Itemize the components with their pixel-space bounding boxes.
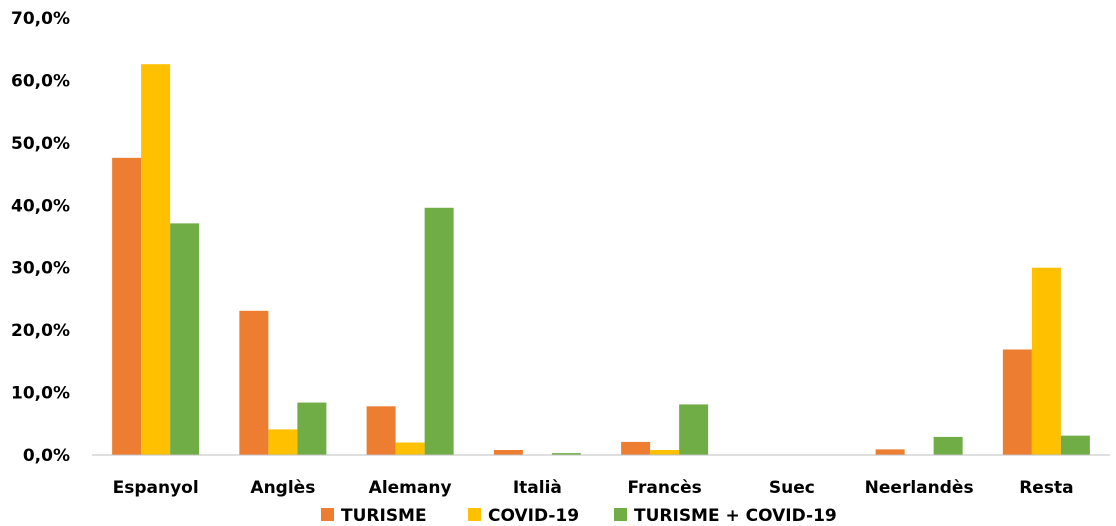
bar-area — [112, 64, 1090, 455]
legend-swatch — [468, 508, 481, 521]
x-tick-label: Anglès — [250, 478, 315, 498]
bar-turisme-covid-19-2 — [424, 207, 454, 455]
bar-turisme-3 — [493, 450, 523, 455]
bar-covid-19-2 — [395, 442, 425, 455]
y-tick-label: 70,0% — [11, 9, 70, 29]
y-axis: 0,0% 10,0% 20,0% 30,0% 40,0% 50,0% 60,0% 70,0% — [11, 9, 70, 466]
bar-turisme-covid-19-4 — [679, 404, 709, 455]
bar-covid-19-7 — [1031, 267, 1061, 455]
bar-turisme-2 — [366, 406, 396, 455]
bar-turisme-covid-19-0 — [170, 223, 200, 455]
x-tick-label: Italià — [513, 478, 562, 498]
legend-label: TURISME + COVID-19 — [634, 506, 837, 526]
bar-covid-19-1 — [268, 429, 298, 455]
y-tick-label: 50,0% — [11, 134, 70, 154]
bar-turisme-covid-19-3 — [551, 453, 581, 455]
bar-turisme-1 — [239, 310, 269, 455]
x-axis: Espanyol Anglès Alemany Italià Francès Suec Ne… — [113, 478, 1074, 498]
legend-label: TURISME — [341, 506, 427, 526]
bar-turisme-covid-19-7 — [1060, 435, 1090, 455]
x-tick-label: Resta — [1019, 478, 1073, 498]
legend-swatch — [614, 508, 627, 521]
bar-covid-19-0 — [141, 64, 171, 455]
y-tick-label: 30,0% — [11, 259, 70, 279]
y-tick-label: 60,0% — [11, 71, 70, 91]
x-tick-label: Neerlandès — [865, 478, 974, 498]
bar-turisme-4 — [621, 441, 651, 455]
bar-turisme-0 — [112, 157, 142, 455]
legend-label: COVID-19 — [488, 506, 579, 526]
y-tick-label: 40,0% — [11, 196, 70, 216]
bar-turisme-6 — [875, 449, 905, 455]
y-tick-label: 10,0% — [11, 384, 70, 404]
x-tick-label: Suec — [769, 478, 815, 498]
bar-turisme-covid-19-1 — [297, 402, 327, 455]
x-tick-label: Francès — [628, 478, 702, 498]
bar-covid-19-4 — [650, 450, 680, 455]
x-tick-label: Espanyol — [113, 478, 199, 498]
legend-swatch — [321, 508, 334, 521]
y-tick-label: 0,0% — [23, 446, 70, 466]
x-tick-label: Alemany — [369, 478, 452, 498]
bar-turisme-7 — [1002, 349, 1032, 455]
legend: TURISME COVID-19 TURISME + COVID-19 — [321, 506, 837, 526]
bar-turisme-covid-19-6 — [933, 436, 963, 455]
y-tick-label: 20,0% — [11, 321, 70, 341]
